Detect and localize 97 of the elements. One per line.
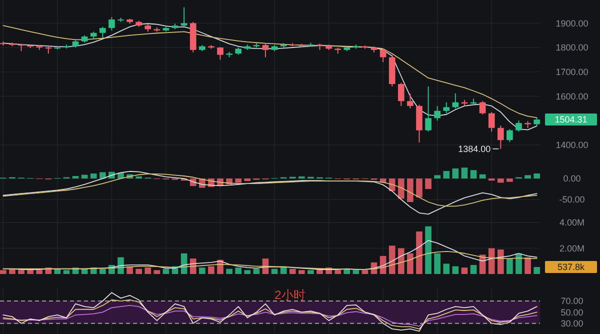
bar (534, 267, 540, 274)
bar (470, 170, 477, 179)
bar (516, 253, 522, 274)
candlestick (180, 6, 188, 28)
bar (72, 176, 79, 179)
bar (253, 268, 260, 274)
candlestick (407, 93, 414, 109)
bar (416, 178, 422, 198)
bar (443, 264, 450, 274)
y-tick-label: 2.00M (559, 243, 585, 254)
bar (534, 173, 540, 179)
y-tick-label: 70.00 (560, 296, 584, 306)
bar (398, 248, 404, 274)
bar (388, 246, 396, 274)
bar (497, 178, 504, 183)
candlestick (425, 86, 432, 132)
bar (443, 170, 450, 179)
bar (524, 257, 531, 274)
bar (506, 258, 513, 274)
candlestick (434, 105, 441, 122)
bar (479, 174, 486, 179)
bar (434, 175, 441, 179)
bar (136, 268, 142, 274)
bar (497, 250, 504, 274)
bar (407, 178, 414, 202)
candlestick (479, 100, 486, 115)
y-tick-label: 0.00 (563, 174, 581, 184)
bar (100, 172, 106, 179)
candlestick (497, 124, 504, 150)
line-series (2, 170, 538, 215)
bar (298, 176, 305, 179)
y-tick-label: 50.00 (560, 307, 584, 318)
bar (461, 168, 468, 179)
bar (506, 178, 513, 182)
bar (144, 268, 152, 274)
bar (352, 270, 360, 274)
candlestick (108, 16, 115, 31)
bar (461, 268, 468, 274)
candlestick (443, 102, 450, 114)
bar (100, 268, 106, 274)
candlestick (217, 46, 224, 60)
bar (198, 268, 206, 274)
y-tick-label: 1700.00 (556, 67, 588, 78)
bar (416, 231, 422, 274)
line-series (2, 250, 538, 270)
y-tick-label: 1400.00 (556, 140, 588, 150)
annotation: 1384.00 (458, 144, 491, 154)
text: 1504.31 (554, 114, 588, 125)
bar (0, 270, 6, 274)
bar (90, 173, 97, 179)
bar (226, 268, 232, 274)
text: 537.8k (557, 262, 586, 272)
y-tick-label: 30.00 (560, 318, 584, 329)
bar (289, 268, 296, 274)
bar (208, 266, 214, 274)
bar (235, 178, 242, 183)
candlestick (506, 128, 513, 143)
bar (470, 264, 477, 274)
candlestick (100, 26, 106, 38)
bar (362, 270, 368, 274)
line-series (2, 299, 538, 330)
candlestick (398, 82, 404, 106)
y-tick-label: 1800.00 (556, 42, 588, 53)
bar (162, 268, 170, 274)
bar (434, 253, 441, 274)
bar (452, 266, 459, 274)
bar (18, 270, 24, 274)
y-tick-label: 4.00M (559, 218, 585, 228)
candlestick (516, 120, 522, 132)
y-tick-label: 1900.00 (556, 18, 588, 28)
bar (154, 270, 160, 274)
bar (271, 268, 278, 274)
annotation: 2小时 (274, 288, 306, 302)
bar (398, 178, 404, 199)
bar (425, 226, 432, 274)
bar (524, 175, 531, 179)
bar (235, 268, 242, 274)
bar (452, 168, 459, 179)
candlestick (380, 48, 386, 63)
bar (244, 178, 251, 182)
bar (407, 253, 414, 274)
bar (298, 270, 305, 274)
bar (136, 176, 142, 179)
line-series (2, 173, 538, 207)
bar (334, 270, 342, 274)
bar (244, 270, 251, 274)
y-tick-label: 1600.00 (556, 91, 588, 102)
bar (425, 178, 432, 189)
bar (36, 270, 43, 274)
candlestick (262, 43, 269, 58)
bar (488, 248, 495, 274)
line-series (2, 305, 538, 327)
candlestick (488, 112, 495, 132)
y-tick-label: -50.00 (559, 194, 585, 205)
bar (81, 174, 88, 179)
bar (63, 270, 70, 274)
bar (308, 270, 314, 274)
